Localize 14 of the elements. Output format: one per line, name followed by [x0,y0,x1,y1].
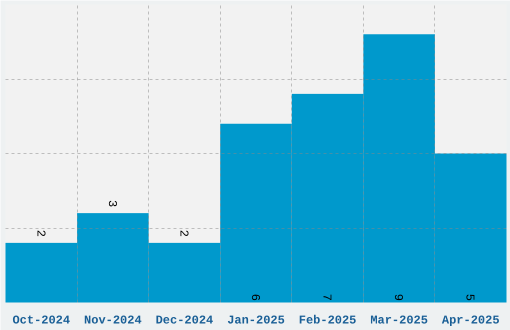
x-tick-label: Jan-2025 [227,314,285,328]
data-label: 2 [176,230,190,237]
x-tick-label: Mar-2025 [370,314,428,328]
data-label: 5 [462,294,477,302]
data-label: 7 [320,294,334,302]
x-tick-label: Dec-2024 [156,314,214,328]
data-label: 6 [248,294,262,302]
data-label: 9 [391,294,406,302]
x-tick-label: Nov-2024 [84,314,142,328]
x-tick-label: Oct-2024 [12,314,70,328]
data-label: 3 [104,200,119,208]
x-tick-label: Feb-2025 [298,314,356,328]
x-tick-label: Apr-2025 [442,314,500,328]
data-label: 2 [33,230,48,237]
